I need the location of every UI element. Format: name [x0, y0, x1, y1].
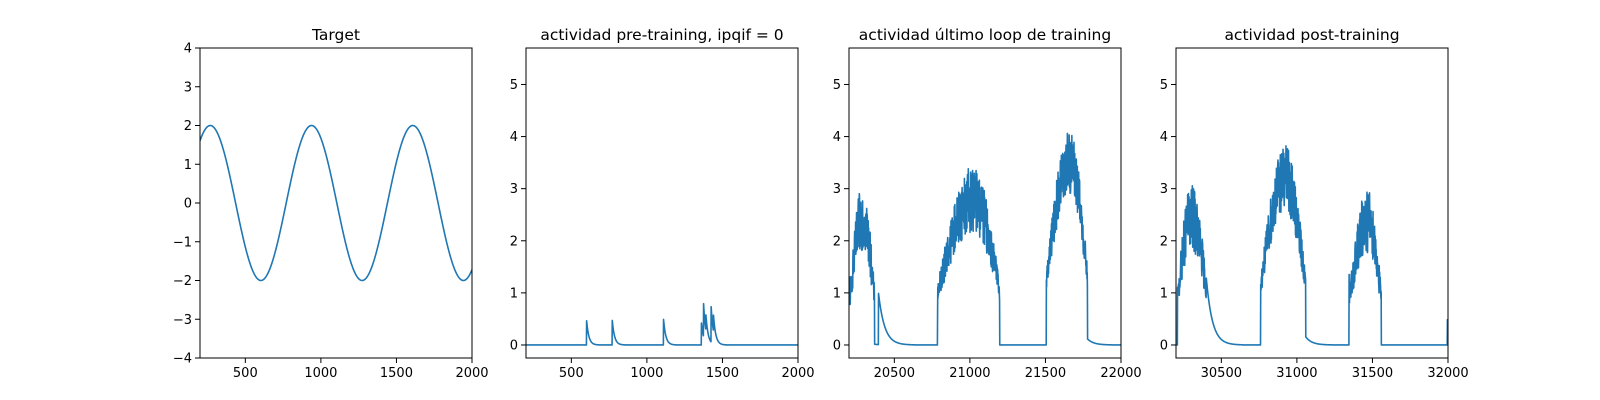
y-tick-label: 2: [1160, 234, 1168, 249]
x-tick-label: 30500: [1201, 366, 1242, 381]
series-line: [526, 302, 798, 346]
y-tick-label: −4: [173, 352, 192, 367]
axes-frame: [199, 47, 473, 359]
y-tick-label: 4: [1160, 130, 1168, 145]
panel-title: Target: [311, 26, 360, 44]
y-tick-label: 4: [510, 130, 518, 145]
panel-title: actividad post-training: [1224, 26, 1399, 44]
y-tick-label: 4: [184, 42, 192, 57]
panel-target: Target 500 1000 1500 2000 −4 −3 −2 −1 0 1 2 3 4: [173, 26, 489, 381]
y-tick-label: 3: [1160, 182, 1168, 197]
y-tick-label: 1: [510, 286, 518, 301]
x-tick-label: 32000: [1427, 366, 1468, 381]
panel-last-training-loop: actividad último loop de training 20500 2…: [833, 26, 1142, 381]
y-tick-label: 5: [1160, 78, 1168, 93]
x-tick-label: 500: [559, 366, 584, 381]
axes-frame: [525, 47, 799, 359]
panel-post-training: actividad post-training 30500 31000 31500 3…: [1160, 26, 1469, 381]
y-tick-label: 1: [1160, 286, 1168, 301]
x-tick-label: 31000: [1276, 366, 1317, 381]
x-tick-label: 2000: [781, 366, 814, 381]
axes-frame: [1175, 47, 1449, 359]
y-tick-label: 0: [510, 338, 518, 353]
y-tick-label: 5: [510, 78, 518, 93]
series-line: [849, 132, 1121, 346]
plot-area: [849, 132, 1121, 346]
x-tick-label: 22000: [1100, 366, 1141, 381]
y-tick-label: 5: [833, 78, 841, 93]
y-tick-label: 2: [510, 234, 518, 249]
y-tick-label: 0: [833, 338, 841, 353]
y-tick-label: −2: [173, 274, 192, 289]
x-tick-label: 1500: [380, 366, 413, 381]
y-tick-label: 2: [833, 234, 841, 249]
tick-layer: 500 1000 1500 2000 0 1 2 3 4 5: [510, 78, 815, 381]
y-tick-label: 3: [184, 80, 192, 95]
x-tick-label: 21500: [1025, 366, 1066, 381]
plot-area: [526, 302, 798, 346]
y-tick-label: 1: [184, 158, 192, 173]
y-tick-label: 3: [833, 182, 841, 197]
y-tick-label: −1: [173, 235, 192, 250]
x-tick-label: 20500: [874, 366, 915, 381]
series-line: [1176, 145, 1448, 346]
x-tick-label: 500: [233, 366, 258, 381]
tick-layer: 30500 31000 31500 32000 0 1 2 3 4 5: [1160, 78, 1469, 381]
panel-pre-training: actividad pre-training, ipqif = 0 500 100…: [510, 26, 815, 381]
x-tick-label: 1000: [304, 366, 337, 381]
x-tick-label: 21000: [949, 366, 990, 381]
y-tick-label: 0: [184, 197, 192, 212]
y-tick-label: 0: [1160, 338, 1168, 353]
panel-title: actividad último loop de training: [859, 26, 1111, 44]
tick-layer: 20500 21000 21500 22000 0 1 2 3 4 5: [833, 78, 1142, 381]
y-tick-label: −3: [173, 313, 192, 328]
y-tick-label: 4: [833, 130, 841, 145]
plot-area: [200, 124, 472, 282]
tick-layer: 500 1000 1500 2000 −4 −3 −2 −1 0 1 2 3 4: [173, 42, 489, 382]
series-line: [200, 124, 472, 282]
panel-title: actividad pre-training, ipqif = 0: [540, 26, 783, 44]
y-tick-label: 3: [510, 182, 518, 197]
axes-frame: [848, 47, 1122, 359]
x-tick-label: 31500: [1352, 366, 1393, 381]
x-tick-label: 2000: [455, 366, 488, 381]
plot-area: [1176, 145, 1448, 346]
y-tick-label: 2: [184, 119, 192, 134]
x-tick-label: 1500: [706, 366, 739, 381]
y-tick-label: 1: [833, 286, 841, 301]
x-tick-label: 1000: [630, 366, 663, 381]
